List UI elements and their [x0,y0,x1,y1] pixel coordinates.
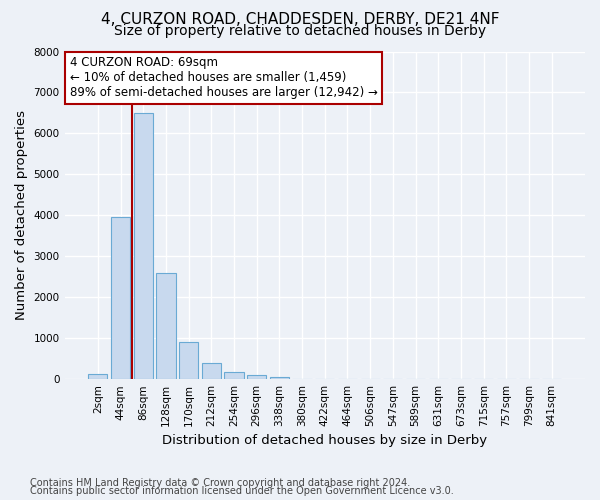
Bar [88,374,107,379]
X-axis label: Distribution of detached houses by size in Derby: Distribution of detached houses by size … [162,434,487,448]
Bar [224,372,244,379]
Bar [134,113,153,379]
Text: Contains public sector information licensed under the Open Government Licence v3: Contains public sector information licen… [30,486,454,496]
Bar [111,218,130,379]
Text: 4, CURZON ROAD, CHADDESDEN, DERBY, DE21 4NF: 4, CURZON ROAD, CHADDESDEN, DERBY, DE21 … [101,12,499,28]
Bar [270,376,289,379]
Text: 4 CURZON ROAD: 69sqm
← 10% of detached houses are smaller (1,459)
89% of semi-de: 4 CURZON ROAD: 69sqm ← 10% of detached h… [70,56,377,100]
Bar [179,342,198,379]
Y-axis label: Number of detached properties: Number of detached properties [15,110,28,320]
Bar [247,375,266,379]
Text: Size of property relative to detached houses in Derby: Size of property relative to detached ho… [114,24,486,38]
Bar [156,272,176,379]
Text: Contains HM Land Registry data © Crown copyright and database right 2024.: Contains HM Land Registry data © Crown c… [30,478,410,488]
Bar [202,363,221,379]
